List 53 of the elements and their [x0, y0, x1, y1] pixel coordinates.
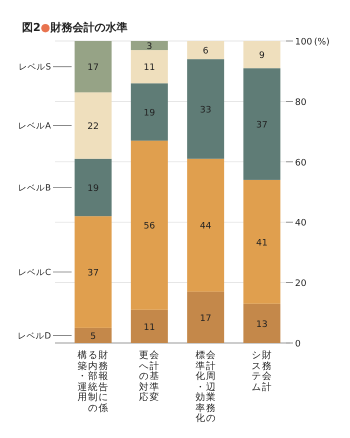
data-label: 11	[144, 322, 156, 333]
bar	[187, 41, 224, 60]
bar	[130, 83, 168, 141]
y-tick-label: 0	[295, 340, 301, 350]
data-label: 3	[146, 42, 152, 52]
data-label: 37	[87, 268, 99, 279]
bar	[74, 92, 112, 159]
bar	[187, 292, 224, 343]
bar	[130, 41, 168, 50]
bar	[187, 59, 224, 159]
bar	[187, 158, 224, 292]
y-tick-label: 80	[295, 98, 307, 108]
data-label: 19	[144, 108, 156, 118]
bar	[243, 68, 280, 180]
data-label: 11	[144, 63, 156, 74]
y-tick-label: 100	[295, 38, 312, 48]
bar	[243, 41, 280, 68]
data-label: 33	[200, 105, 212, 116]
data-label: 5	[90, 332, 96, 342]
data-label: 56	[144, 222, 156, 232]
text: レベルS	[18, 62, 51, 73]
bar	[74, 41, 112, 92]
bar	[243, 180, 280, 304]
data-label: 37	[256, 120, 268, 131]
y-tick-label: 20	[295, 279, 307, 290]
text: レベルA	[18, 122, 52, 132]
text: レベルC	[18, 268, 52, 278]
data-label: 17	[87, 63, 99, 74]
data-label: 19	[87, 184, 100, 194]
category-label: 会計周辺業務の標準化・効率化	[195, 350, 216, 424]
y-axis-title: (%)	[314, 38, 330, 48]
data-label: 13	[256, 320, 268, 330]
data-label: 22	[87, 122, 99, 132]
bar	[74, 216, 112, 328]
y-tick-label: 60	[295, 158, 307, 168]
chart-title: 図2●財務会計の水準	[22, 21, 128, 34]
category-label: 財務報告に係る内部統制の構築・運用	[78, 350, 109, 414]
y-tick-label: 40	[295, 218, 307, 229]
bar	[130, 310, 168, 343]
text: レベルB	[18, 183, 52, 194]
bar	[74, 328, 112, 343]
data-label: 6	[202, 46, 209, 57]
bar	[74, 158, 112, 216]
category-label: 会計基準変更への対応	[139, 350, 160, 403]
bar	[243, 304, 280, 343]
text: レベルD	[17, 331, 52, 342]
category-label: 財務会計システム	[252, 350, 272, 392]
data-label: 44	[200, 222, 212, 232]
data-label: 17	[200, 314, 212, 324]
data-label: 9	[259, 51, 266, 62]
bar	[130, 140, 168, 310]
bar	[130, 50, 168, 84]
data-label: 41	[256, 238, 268, 248]
